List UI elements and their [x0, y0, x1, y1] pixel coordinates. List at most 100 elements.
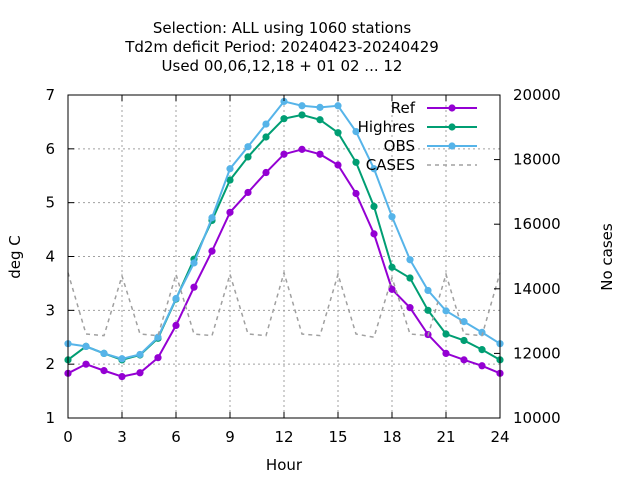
x-tick-label: 21 — [436, 428, 455, 446]
data-point-highres — [442, 330, 450, 338]
data-point-obs — [352, 128, 360, 136]
x-axis-ticks: 0 3 6 9 12 15 18 21 24 — [63, 95, 510, 446]
data-point-obs — [478, 328, 486, 337]
data-point-obs — [244, 143, 252, 151]
data-point-ref — [208, 247, 216, 255]
y2-axis-ticks: 10000 12000 14000 16000 18000 20000 — [494, 86, 561, 427]
x-tick-label: 9 — [225, 428, 235, 446]
legend-label-ref: Ref — [391, 99, 416, 117]
data-point-obs — [424, 286, 432, 295]
title-line: Used 00,06,12,18 + 01 02 ... 12 — [162, 57, 403, 75]
data-point-ref — [298, 145, 306, 153]
data-point-ref — [172, 321, 180, 330]
data-point-obs — [262, 120, 270, 128]
data-point-obs — [154, 333, 162, 341]
title-line: Selection: ALL using 1060 stations — [153, 19, 412, 37]
data-point-obs — [172, 294, 180, 303]
data-point-obs — [370, 165, 378, 173]
data-point-obs — [316, 103, 324, 111]
data-point-ref — [82, 360, 90, 368]
y-tick-label: 7 — [45, 86, 55, 104]
x-tick-label: 0 — [63, 428, 73, 446]
series-line-cases — [67, 269, 501, 339]
data-point-obs — [460, 318, 468, 326]
x-tick-label: 24 — [490, 428, 509, 446]
x-axis-label: Hour — [266, 456, 303, 474]
data-point-highres — [460, 336, 468, 345]
data-point-obs — [136, 350, 144, 359]
data-point-highres — [226, 176, 234, 184]
data-point-highres — [352, 158, 360, 166]
data-point-obs — [388, 213, 396, 221]
data-point-ref — [154, 354, 162, 362]
data-point-obs — [406, 256, 414, 264]
data-point-obs — [82, 342, 90, 351]
data-point-ref — [370, 230, 378, 238]
data-point-highres — [262, 133, 270, 141]
y-tick-label: 6 — [45, 140, 55, 158]
data-point-ref — [388, 285, 396, 293]
y2-tick-label: 20000 — [513, 86, 561, 104]
data-point-ref — [118, 372, 126, 381]
data-point-ref — [442, 349, 450, 357]
data-point-highres — [244, 153, 252, 161]
y-tick-label: 2 — [45, 355, 55, 373]
data-point-ref — [136, 369, 144, 377]
y2-axis-label: No cases — [598, 223, 616, 291]
data-point-obs — [190, 259, 198, 267]
data-point-highres — [370, 202, 378, 211]
x-tick-label: 18 — [382, 428, 401, 446]
x-tick-label: 6 — [171, 428, 181, 446]
grid — [68, 95, 500, 418]
data-point-ref — [190, 283, 198, 291]
x-tick-label: 15 — [328, 428, 347, 446]
y-tick-label: 5 — [45, 194, 55, 212]
data-point-ref — [226, 208, 234, 216]
data-point-ref — [460, 356, 468, 364]
legend-marker-highres — [448, 123, 456, 131]
data-point-obs — [442, 307, 450, 315]
data-point-obs — [280, 97, 288, 106]
data-point-obs — [334, 102, 342, 110]
data-point-obs — [118, 355, 126, 363]
data-point-obs — [208, 214, 216, 222]
legend-marker-ref — [448, 104, 456, 112]
x-tick-label: 12 — [274, 428, 293, 446]
data-point-obs — [298, 102, 306, 110]
data-point-highres — [388, 263, 396, 271]
y2-tick-label: 16000 — [513, 215, 561, 233]
y-tick-label: 4 — [45, 248, 55, 266]
y2-tick-label: 10000 — [513, 409, 561, 427]
data-point-ref — [100, 367, 108, 375]
data-point-highres — [280, 115, 288, 123]
data-point-obs — [226, 165, 234, 173]
data-point-highres — [406, 274, 414, 282]
data-point-ref — [406, 304, 414, 312]
y-tick-label: 3 — [45, 301, 55, 319]
legend-label-obs: OBS — [384, 137, 415, 155]
legend-label-highres: Highres — [358, 118, 416, 136]
title-line: Td2m deficit Period: 20240423-20240429 — [124, 38, 439, 56]
y-axis-ticks: 1 2 3 4 5 6 7 — [45, 86, 74, 427]
data-point-ref — [352, 189, 360, 198]
data-point-obs — [100, 349, 108, 357]
data-point-ref — [280, 150, 288, 158]
series-line-ref — [67, 148, 501, 378]
data-point-highres — [478, 346, 486, 354]
legend-marker-obs — [448, 142, 456, 150]
y-tick-label: 1 — [45, 409, 55, 427]
data-point-highres — [334, 129, 342, 137]
series-layer — [64, 97, 504, 381]
x-tick-label: 3 — [117, 428, 127, 446]
data-point-highres — [316, 116, 324, 124]
data-point-ref — [244, 188, 252, 197]
data-point-ref — [316, 150, 324, 158]
y2-tick-label: 14000 — [513, 280, 561, 298]
data-point-ref — [262, 168, 270, 177]
data-point-highres — [298, 111, 306, 119]
data-point-highres — [424, 306, 432, 314]
y2-tick-label: 12000 — [513, 344, 561, 362]
legend-label-cases: CASES — [366, 156, 415, 174]
